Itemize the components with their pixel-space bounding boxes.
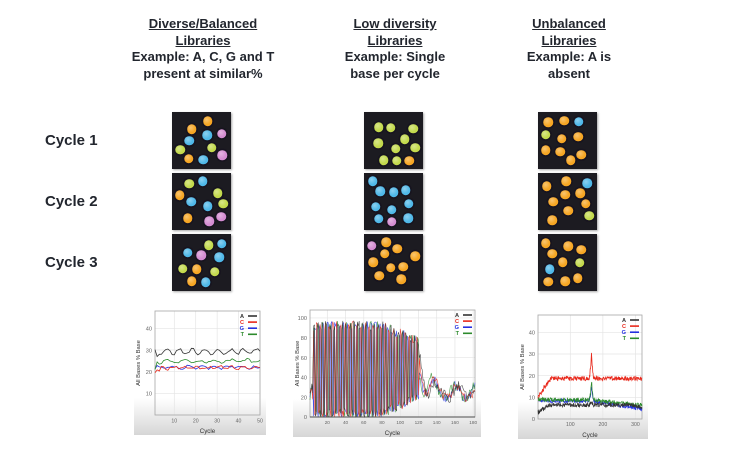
svg-text:A: A	[622, 318, 626, 324]
svg-text:T: T	[456, 331, 460, 337]
svg-text:30: 30	[214, 419, 220, 425]
svg-text:20: 20	[146, 370, 152, 376]
svg-text:Cycle: Cycle	[582, 432, 598, 439]
svg-text:10: 10	[146, 392, 152, 398]
svg-text:G: G	[455, 325, 459, 331]
svg-text:180: 180	[469, 420, 477, 425]
svg-text:20: 20	[325, 420, 331, 425]
svg-text:80: 80	[379, 420, 385, 425]
svg-text:100: 100	[298, 316, 307, 322]
svg-text:20: 20	[193, 419, 199, 425]
svg-text:20: 20	[529, 374, 535, 380]
svg-text:100: 100	[396, 420, 404, 425]
svg-text:A: A	[240, 314, 244, 320]
svg-text:40: 40	[236, 419, 242, 425]
svg-text:60: 60	[301, 356, 307, 362]
svg-text:60: 60	[361, 420, 367, 425]
svg-text:40: 40	[343, 420, 349, 425]
svg-text:T: T	[241, 332, 245, 338]
svg-text:140: 140	[433, 420, 441, 425]
svg-text:T: T	[623, 336, 627, 342]
svg-text:40: 40	[301, 376, 307, 382]
svg-text:20: 20	[301, 395, 307, 401]
svg-text:A: A	[455, 313, 459, 319]
svg-text:30: 30	[529, 352, 535, 358]
svg-text:C: C	[622, 324, 626, 330]
svg-text:All Bases % Base: All Bases % Base	[295, 341, 301, 387]
svg-text:120: 120	[415, 420, 423, 425]
svg-text:10: 10	[529, 396, 535, 402]
svg-text:All Bases % Base: All Bases % Base	[136, 340, 142, 386]
svg-text:C: C	[240, 320, 244, 326]
svg-text:80: 80	[301, 336, 307, 342]
svg-text:G: G	[622, 330, 626, 336]
svg-text:200: 200	[599, 422, 608, 428]
svg-text:C: C	[455, 319, 459, 325]
svg-text:All Bases % Base: All Bases % Base	[520, 344, 526, 390]
svg-text:30: 30	[146, 348, 152, 354]
svg-text:Cycle: Cycle	[200, 428, 216, 435]
svg-text:G: G	[240, 326, 244, 332]
svg-text:100: 100	[566, 422, 575, 428]
svg-text:10: 10	[171, 419, 177, 425]
svg-text:Cycle: Cycle	[385, 430, 401, 437]
svg-text:0: 0	[304, 415, 307, 421]
svg-text:40: 40	[146, 327, 152, 333]
svg-text:40: 40	[529, 331, 535, 337]
svg-text:160: 160	[451, 420, 459, 425]
svg-text:300: 300	[631, 422, 640, 428]
svg-text:50: 50	[257, 419, 263, 425]
svg-text:0: 0	[532, 417, 535, 423]
